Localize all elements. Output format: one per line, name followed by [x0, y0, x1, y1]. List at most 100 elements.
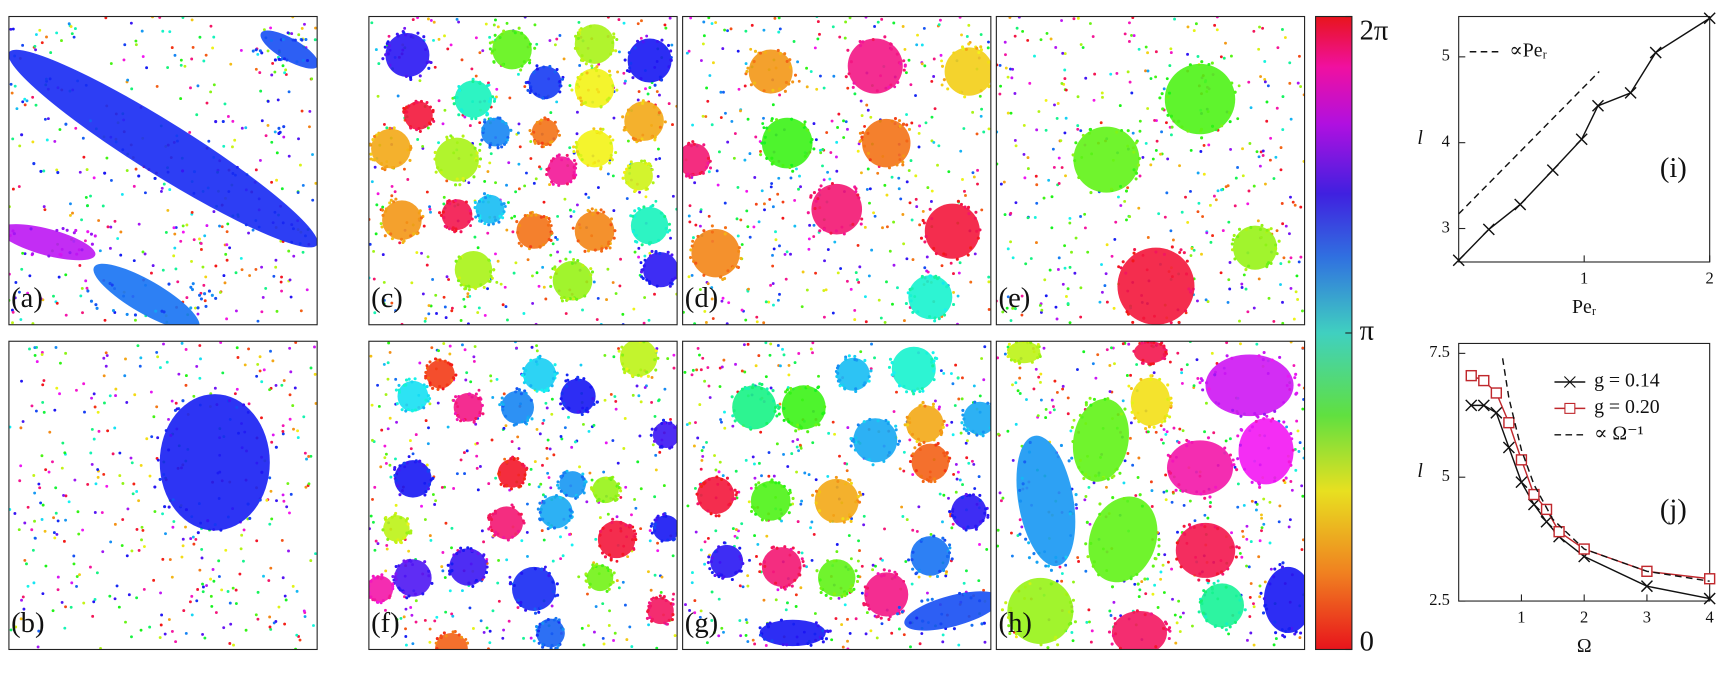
- particle: [916, 437, 921, 441]
- particle: [271, 61, 275, 65]
- particle: [199, 242, 203, 245]
- particle: [788, 65, 792, 69]
- particle: [64, 494, 68, 498]
- particle: [396, 538, 400, 542]
- particle: [778, 51, 782, 56]
- particle: [422, 35, 426, 39]
- particle: [214, 611, 218, 614]
- particle: [174, 640, 178, 644]
- particle: [782, 452, 785, 456]
- particle: [580, 412, 584, 417]
- particle: [650, 522, 654, 526]
- particle: [532, 639, 536, 643]
- particle: [890, 119, 894, 123]
- particle: [167, 505, 171, 509]
- particle: [370, 403, 374, 407]
- particle: [205, 584, 208, 587]
- particle: [1044, 98, 1048, 102]
- particle: [161, 268, 165, 272]
- particle: [843, 387, 847, 391]
- particle: [653, 138, 657, 142]
- particle: [455, 418, 459, 422]
- particle: [429, 304, 433, 308]
- particle: [1269, 227, 1273, 231]
- particle: [386, 537, 390, 541]
- particle: [874, 564, 877, 568]
- particle: [590, 64, 594, 68]
- particle: [415, 232, 419, 236]
- particle: [459, 419, 463, 423]
- particle: [967, 461, 971, 465]
- particle: [397, 388, 401, 392]
- particle: [835, 550, 839, 554]
- particle: [941, 281, 945, 285]
- particle: [908, 438, 912, 442]
- particle: [650, 427, 654, 431]
- particle: [883, 321, 887, 324]
- particle: [96, 468, 100, 471]
- particle: [702, 445, 705, 449]
- particle: [1114, 220, 1118, 224]
- particle: [1266, 84, 1270, 88]
- particle: [770, 162, 774, 166]
- particle: [1197, 201, 1201, 205]
- particle: [172, 254, 176, 258]
- particle: [526, 502, 529, 506]
- cluster: [516, 213, 552, 249]
- particle: [762, 28, 766, 32]
- particle: [961, 483, 964, 487]
- cluster: [597, 520, 636, 559]
- particle: [158, 16, 162, 19]
- particle: [691, 123, 694, 127]
- particle: [442, 216, 446, 220]
- particle: [20, 267, 24, 271]
- particle: [939, 369, 943, 373]
- particle: [396, 34, 400, 38]
- particle: [647, 162, 651, 166]
- particle: [514, 190, 518, 194]
- particle: [1259, 75, 1262, 78]
- particle: [639, 36, 643, 40]
- particle: [679, 148, 682, 151]
- particle: [911, 473, 915, 476]
- cluster: [500, 390, 535, 424]
- particle: [454, 183, 458, 187]
- particle: [427, 17, 430, 21]
- particle: [189, 86, 192, 90]
- particle: [685, 423, 689, 426]
- particle: [701, 114, 705, 118]
- particle: [493, 97, 497, 101]
- particle: [477, 306, 481, 310]
- particle: [1246, 202, 1250, 206]
- snapshot-panel: (d): [679, 15, 992, 326]
- particle: [723, 201, 727, 205]
- particle: [1204, 298, 1208, 302]
- particle: [1159, 152, 1162, 156]
- particle: [706, 161, 710, 165]
- particle: [771, 389, 775, 393]
- particle: [476, 552, 480, 556]
- particle: [691, 571, 694, 575]
- cluster: [454, 250, 493, 289]
- particle: [474, 416, 478, 421]
- particle: [951, 522, 955, 526]
- particle: [402, 559, 406, 563]
- snapshot-panel: (b): [8, 340, 318, 651]
- particle: [409, 447, 413, 451]
- particle: [645, 278, 649, 282]
- particle: [444, 316, 448, 320]
- cluster: [404, 101, 433, 130]
- particle: [199, 248, 203, 251]
- particle: [88, 119, 92, 123]
- particle: [517, 512, 521, 516]
- particle: [735, 536, 739, 540]
- particle: [947, 170, 951, 174]
- particle: [978, 394, 982, 398]
- particle: [126, 507, 130, 511]
- particle: [1267, 296, 1271, 300]
- particle: [783, 252, 787, 256]
- particle: [209, 90, 213, 94]
- particle: [715, 475, 719, 479]
- particle: [1263, 80, 1267, 84]
- particle: [931, 402, 935, 406]
